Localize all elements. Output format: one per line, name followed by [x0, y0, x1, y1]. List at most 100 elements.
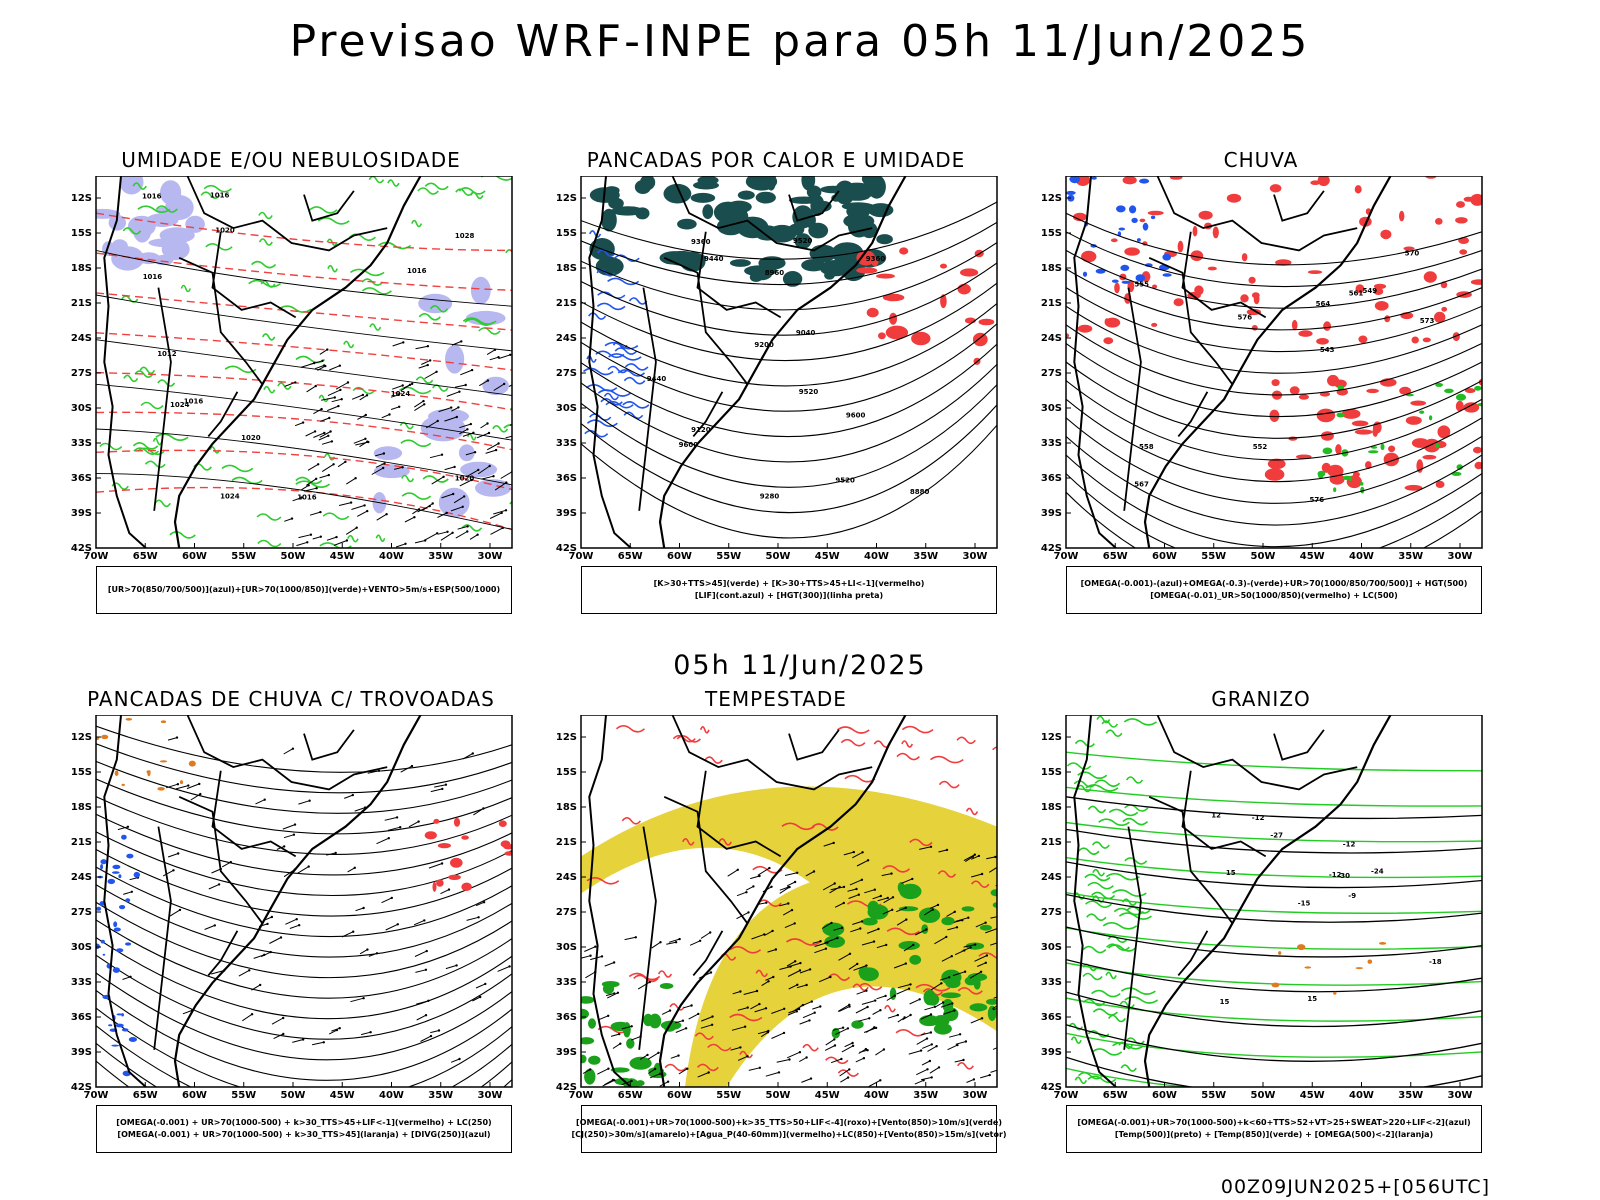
contour-line [1066, 751, 1482, 772]
shaded-area [1428, 415, 1433, 421]
wind-vector [934, 936, 947, 945]
lat-tick-label: 39S [556, 508, 577, 519]
wind-vector-head [199, 792, 202, 796]
wind-vector-head [832, 841, 835, 845]
contour-line [1096, 715, 1111, 724]
legend-line: [CJ(250)>30m/s](amarelo)+[Agua_P(40-60mm… [571, 1130, 1007, 1139]
wind-vector-head [486, 379, 490, 382]
country-border [1273, 190, 1325, 222]
contour-line [209, 446, 221, 454]
shaded-area [1435, 218, 1443, 225]
lon-tick-label: 65W [133, 551, 158, 562]
contour-label: 8880 [910, 488, 930, 496]
wind-vector [475, 983, 486, 989]
contour-label: 1012 [157, 350, 177, 358]
west-coastline [1073, 715, 1117, 1087]
wind-vector-head [424, 968, 428, 971]
wind-vector-head [437, 1029, 441, 1032]
contour-line [1091, 841, 1110, 849]
contour-line [319, 542, 352, 548]
wind-vector [921, 1060, 931, 1066]
wind-vector [429, 454, 443, 459]
wind-vector-head [653, 1067, 657, 1071]
wind-vector-head [873, 1026, 876, 1029]
wind-vector-head [634, 936, 637, 939]
wind-vector [313, 432, 325, 438]
wind-vector-head [451, 531, 454, 534]
shaded-area [1320, 431, 1334, 441]
wind-vector-head [477, 468, 480, 472]
wind-vector-head [872, 940, 876, 943]
isobars [96, 249, 512, 530]
shaded-area [581, 996, 595, 1004]
contour-line [837, 1069, 860, 1077]
wind-vector-head [369, 1031, 372, 1034]
contour-line [1122, 898, 1137, 906]
wind-vector [282, 824, 296, 830]
wind-vector-head [709, 931, 712, 934]
shaded-area [820, 185, 847, 194]
panel-legend: [OMEGA(-0.001)+UR>70(1000-500)+k>35_TTS>… [571, 1105, 1007, 1153]
shaded-area [745, 176, 778, 191]
thunderstorm-area [424, 817, 512, 892]
contour-line [1066, 762, 1092, 770]
wind-vector-head [864, 1047, 868, 1051]
lon-tick-label: 40W [379, 551, 404, 562]
wind-vector [338, 502, 352, 506]
contour-line [581, 201, 997, 260]
contour-line [309, 206, 338, 214]
wind-vector-head [423, 919, 426, 922]
contour-line [96, 252, 512, 291]
wind-vector [674, 1020, 684, 1024]
wind-vector [771, 1032, 785, 1039]
shaded-area [1410, 400, 1427, 406]
shaded-area [504, 851, 512, 856]
wind-vector-head [852, 850, 855, 854]
wind-vector [743, 990, 758, 995]
lat-tick-label: 24S [1041, 333, 1062, 344]
contour-label: 1020 [241, 434, 261, 442]
shaded-area [121, 1013, 124, 1017]
wind-vector-head [684, 1027, 688, 1030]
lon-tick-label: 50W [766, 551, 791, 562]
wind-vector-head [500, 511, 503, 515]
wind-vector [337, 461, 346, 468]
wind-vector-head [129, 975, 132, 978]
shaded-area [1267, 458, 1286, 470]
wind-vector [319, 474, 329, 479]
shaded-area [990, 889, 997, 897]
wind-vector [273, 1033, 284, 1040]
contour-line [1066, 435, 1482, 526]
country-border [211, 770, 297, 858]
wind-vector-head [466, 530, 469, 533]
contour-line [1066, 324, 1482, 396]
panel-title: CHUVA [1223, 148, 1299, 172]
wind-vector [404, 516, 415, 523]
shaded-area [726, 200, 752, 214]
shaded-area [1116, 205, 1126, 213]
shaded-area [114, 770, 119, 776]
contour-line [1066, 1067, 1482, 1087]
contour-label: 549 [1363, 287, 1378, 295]
shaded-area [433, 818, 440, 824]
contour-line [322, 512, 350, 520]
contour-line [1120, 987, 1156, 995]
shaded-area [1434, 311, 1446, 323]
wind-vector-head [315, 477, 318, 480]
wind-vector-head [874, 1026, 878, 1030]
wind-vector [832, 1027, 844, 1031]
wind-vector [469, 534, 478, 540]
shaded-area [1307, 270, 1323, 274]
contour-line [401, 474, 415, 483]
wind-vector [966, 1078, 975, 1083]
lat-tick-label: 36S [1041, 1012, 1062, 1023]
wind-vector-head [401, 384, 404, 387]
wind-vector [238, 969, 250, 977]
wind-vector-head [618, 1032, 621, 1036]
wind-vector-head [396, 923, 399, 926]
shaded-area [1198, 210, 1213, 220]
shaded-area [629, 1056, 652, 1070]
wind-vector-head [442, 475, 445, 478]
wind-vector [866, 928, 879, 934]
wind-vector-head [758, 874, 761, 878]
